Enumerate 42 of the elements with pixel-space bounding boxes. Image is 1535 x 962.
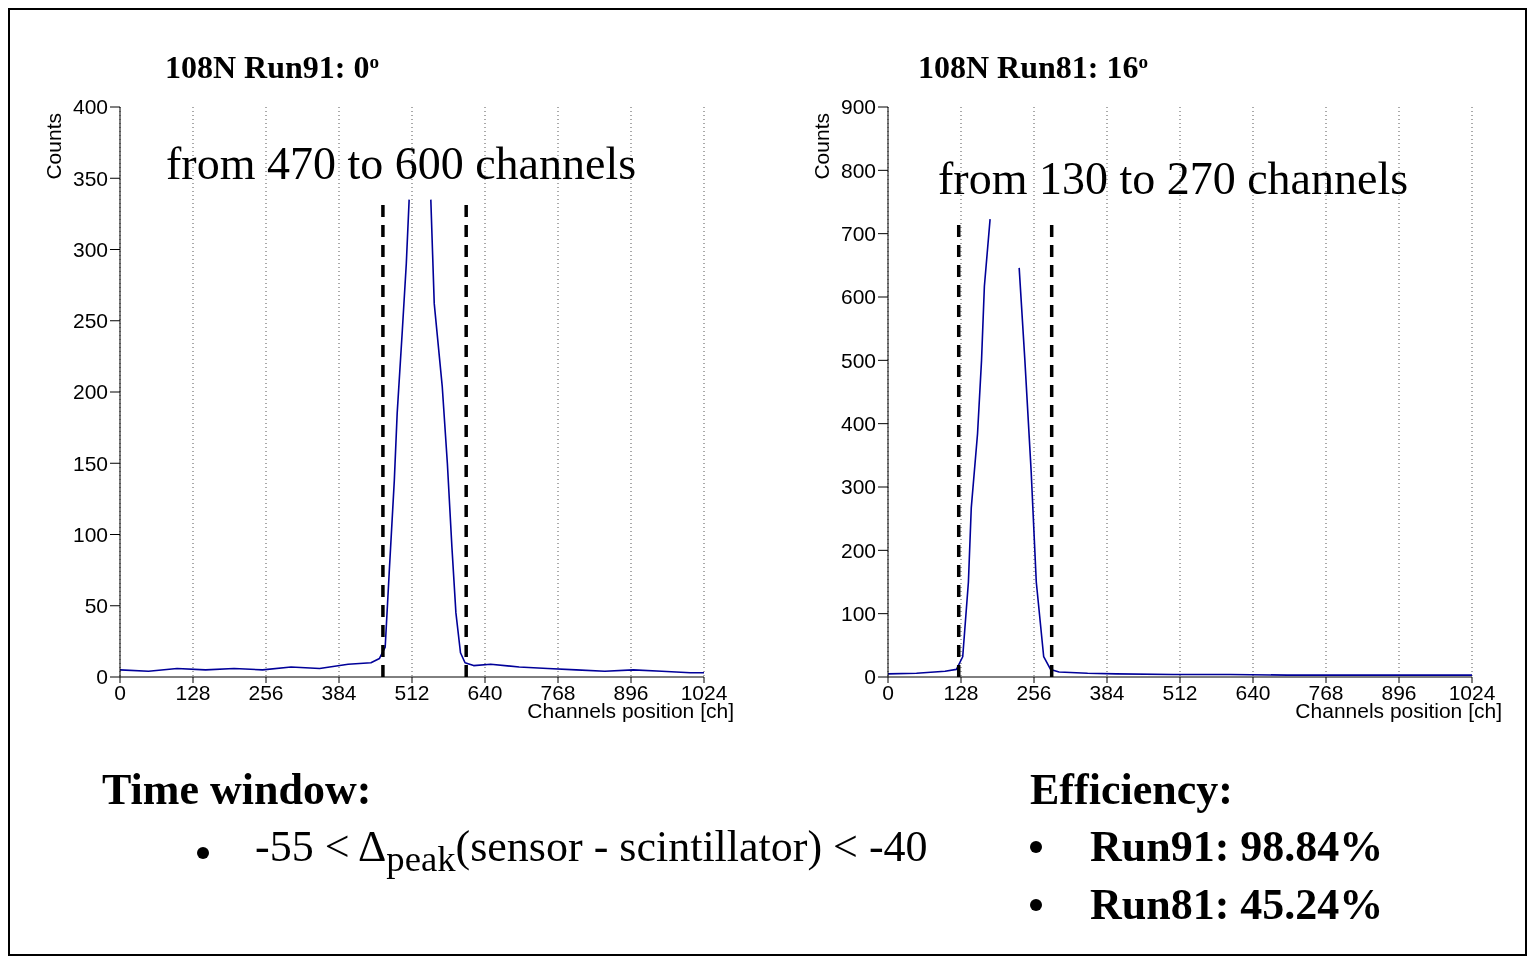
x-tick-label: 256 <box>1016 680 1052 704</box>
x-tick-label: 128 <box>175 680 211 704</box>
x-tick-label: 128 <box>943 680 979 704</box>
y-tick-label: 100 <box>840 602 876 626</box>
y-tick-label: 400 <box>72 95 108 119</box>
y-tick-label: 300 <box>72 237 108 261</box>
y-axis-title: Counts <box>42 113 66 180</box>
annotation: from 130 to 270 channels <box>938 152 1409 205</box>
x-tick-label: 256 <box>248 680 284 704</box>
x-tick-label: 640 <box>1235 680 1271 704</box>
chart-title: 108N Run91: 0$^{o}$ <box>165 49 380 85</box>
y-tick-label: 400 <box>840 412 876 436</box>
text: Efficiency: <box>1030 764 1234 816</box>
y-tick-label: 700 <box>840 222 876 246</box>
y-tick-label: 0 <box>864 665 876 689</box>
y-tick-label: 200 <box>72 380 108 404</box>
y-tick-label: 200 <box>840 538 876 562</box>
y-tick-label: 300 <box>840 475 876 499</box>
x-tick-label: 512 <box>1162 680 1198 704</box>
x-tick-label: 384 <box>1089 680 1125 704</box>
y-tick-label: 900 <box>840 95 876 119</box>
chart-title: 108N Run81: 16$^{o}$ <box>918 49 1149 85</box>
text: Run81: 45.24% <box>1090 879 1384 931</box>
x-tick-label: 512 <box>394 680 430 704</box>
y-tick-label: 800 <box>840 158 876 182</box>
y-axis-title: Counts <box>810 113 834 180</box>
x-tick-label: 640 <box>467 680 503 704</box>
y-tick-label: 0 <box>96 665 108 689</box>
y-tick-label: 250 <box>72 309 108 333</box>
x-tick-label: 384 <box>321 680 357 704</box>
y-tick-label: 600 <box>840 285 876 309</box>
y-tick-label: 150 <box>72 451 108 475</box>
y-tick-label: 50 <box>84 594 108 618</box>
y-tick-label: 500 <box>840 348 876 372</box>
y-tick-label: 100 <box>72 522 108 546</box>
annotation: from 470 to 600 channels <box>166 137 637 190</box>
text: Time window: <box>102 764 373 816</box>
text: Run91: 98.84% <box>1090 821 1384 873</box>
x-tick-label: 0 <box>114 680 126 704</box>
y-tick-label: 350 <box>72 166 108 190</box>
text: -55 < Δ$_{peak}$(sensor - scintillator) < -40 <box>255 821 928 881</box>
x-tick-label: 0 <box>882 680 894 704</box>
